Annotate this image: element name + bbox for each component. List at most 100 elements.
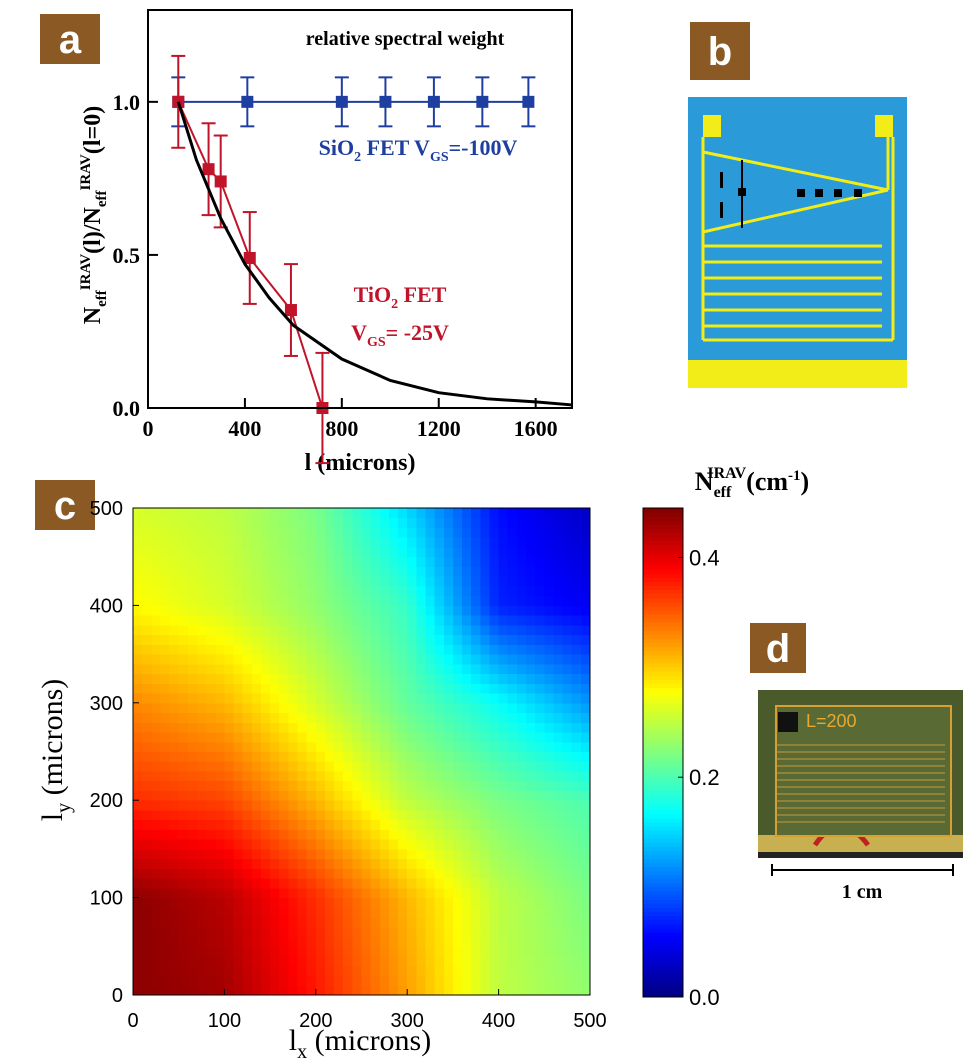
heat-cell: [297, 780, 308, 791]
heat-cell: [206, 926, 216, 938]
heat-cell: [425, 517, 436, 528]
heat-cell: [361, 663, 372, 675]
heat-cell: [196, 702, 207, 714]
heat-cell: [334, 926, 344, 938]
heat-cell: [407, 546, 417, 558]
heat-cell: [151, 751, 161, 762]
heat-cell: [544, 780, 554, 791]
heat-cell: [196, 595, 207, 606]
heat-cell: [535, 780, 545, 791]
heat-cell: [361, 868, 372, 879]
heat-cell: [571, 508, 582, 519]
heat-cell: [553, 693, 564, 704]
heat-cell: [434, 702, 445, 714]
marker: [522, 95, 535, 108]
heat-cell: [471, 508, 481, 519]
heat-cell: [215, 819, 225, 830]
heat-cell: [315, 887, 326, 899]
heat-cell: [416, 546, 426, 558]
heat-cell: [270, 848, 280, 860]
heat-cell: [169, 508, 180, 519]
heat-cell: [516, 887, 527, 899]
heat-cell: [516, 644, 527, 655]
heat-cell: [452, 751, 463, 762]
heat-cell: [260, 508, 271, 519]
heat-cell: [580, 751, 591, 762]
heat-cell: [370, 722, 381, 733]
heat-cell: [169, 790, 180, 801]
heat-cell: [498, 576, 509, 587]
heat-cell: [297, 624, 308, 636]
heat-cell: [160, 517, 171, 528]
heat-cell: [215, 605, 225, 616]
heat-cell: [498, 858, 509, 869]
heat-cell: [562, 576, 573, 587]
marker: [202, 163, 215, 176]
heat-cell: [297, 566, 308, 577]
heat-cell: [334, 634, 344, 645]
heat-cell: [306, 790, 317, 801]
heat-cell: [498, 527, 509, 538]
heat-cell: [160, 878, 171, 889]
heat-cell: [233, 956, 244, 967]
heat-cell: [480, 819, 490, 830]
heat-cell: [416, 673, 426, 684]
heat-cell: [196, 585, 207, 597]
colorbar-step: [643, 577, 683, 582]
heat-cell: [270, 800, 280, 811]
heat-cell: [260, 985, 271, 996]
heat-cell: [516, 819, 527, 830]
heat-cell: [315, 897, 326, 908]
heat-cell: [571, 556, 582, 567]
heat-cell: [580, 780, 591, 791]
heat-cell: [233, 722, 244, 733]
heat-cell: [471, 546, 481, 558]
heat-cell: [526, 722, 536, 733]
heat-cell: [352, 897, 362, 908]
heat-cell: [178, 537, 189, 548]
heat-cell: [361, 566, 372, 577]
heat-cell: [507, 878, 518, 889]
heat-cell: [489, 839, 500, 850]
heat-cell: [580, 556, 591, 567]
heat-cell: [407, 809, 417, 821]
heat-cell: [352, 829, 362, 840]
heat-cell: [379, 790, 390, 801]
heat-cell: [178, 868, 189, 879]
heat-cell: [242, 761, 253, 772]
heat-cell: [571, 702, 582, 714]
heat-cell: [187, 615, 198, 626]
heat-cell: [416, 829, 426, 840]
heat-cell: [315, 673, 326, 684]
heat-cell: [270, 585, 280, 597]
heat-cell: [452, 985, 463, 996]
heat-cell: [370, 683, 381, 694]
heat-cell: [462, 517, 472, 528]
heat-cell: [279, 848, 289, 860]
heat-cell: [334, 624, 344, 636]
heat-cell: [142, 751, 152, 762]
heat-cell: [315, 712, 326, 723]
heat-cell: [343, 556, 353, 567]
heat-cell: [471, 683, 481, 694]
heat-cell: [151, 527, 161, 538]
heat-cell: [526, 712, 536, 723]
heat-cell: [544, 585, 554, 597]
heat-cell: [151, 839, 161, 850]
heat-cell: [535, 809, 545, 821]
heat-cell: [206, 878, 216, 889]
heat-cell: [535, 537, 545, 548]
heat-cell: [361, 508, 372, 519]
heat-cell: [370, 839, 381, 850]
heat-cell: [133, 917, 143, 928]
heat-cell: [489, 741, 500, 752]
heat-cell: [425, 712, 436, 723]
heat-cell: [288, 566, 299, 577]
heat-cell: [416, 965, 426, 977]
heat-cell: [452, 556, 463, 567]
heat-cell: [233, 780, 244, 791]
heat-cell: [443, 985, 454, 996]
heat-cell: [297, 848, 308, 860]
colorbar-step: [643, 728, 683, 733]
heat-cell: [196, 809, 207, 821]
